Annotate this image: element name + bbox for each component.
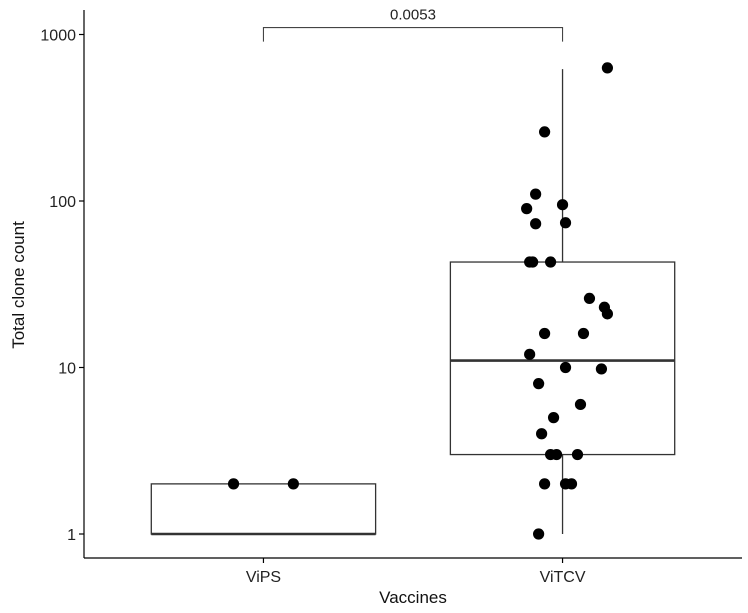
data-point <box>539 478 551 490</box>
data-point <box>577 327 590 340</box>
data-point <box>536 428 548 440</box>
data-point <box>559 361 572 374</box>
x-tick-label: ViPS <box>246 569 281 586</box>
box-vips <box>150 483 377 535</box>
data-point <box>574 398 587 411</box>
y-tick-label: 10 <box>58 361 76 378</box>
x-tick-label: ViTCV <box>540 569 586 586</box>
data-points <box>227 62 614 540</box>
axes: 1 10 100 1000 ViPS ViTCV <box>40 10 742 586</box>
data-point <box>550 448 563 461</box>
p-value-label: 0.0053 <box>390 7 436 24</box>
data-point <box>533 528 545 540</box>
y-tick-label: 1000 <box>40 28 76 45</box>
box-vitcv <box>449 261 676 456</box>
data-point <box>547 412 560 424</box>
significance-bracket <box>262 27 564 42</box>
data-point <box>539 327 551 340</box>
data-point <box>287 478 299 490</box>
data-point <box>583 292 596 305</box>
annotations: 0.0053 <box>262 7 564 42</box>
data-point <box>601 62 614 74</box>
data-point <box>544 256 557 268</box>
y-tick-label: 1 <box>67 527 76 544</box>
data-point <box>227 478 240 490</box>
data-point <box>533 378 545 390</box>
data-point <box>539 126 551 138</box>
data-point <box>524 348 536 360</box>
boxes <box>150 69 676 536</box>
data-point <box>571 448 584 461</box>
data-point <box>601 308 614 320</box>
data-point <box>556 199 569 211</box>
x-axis-title: Vaccines <box>379 588 447 607</box>
data-point <box>559 217 572 229</box>
data-point <box>521 203 533 215</box>
data-point <box>595 363 608 375</box>
data-point <box>565 478 578 490</box>
y-tick-label: 100 <box>49 194 76 211</box>
y-axis-title: Total clone count <box>9 221 28 349</box>
data-point <box>530 188 542 200</box>
data-point <box>527 256 539 268</box>
data-point <box>530 218 542 230</box>
